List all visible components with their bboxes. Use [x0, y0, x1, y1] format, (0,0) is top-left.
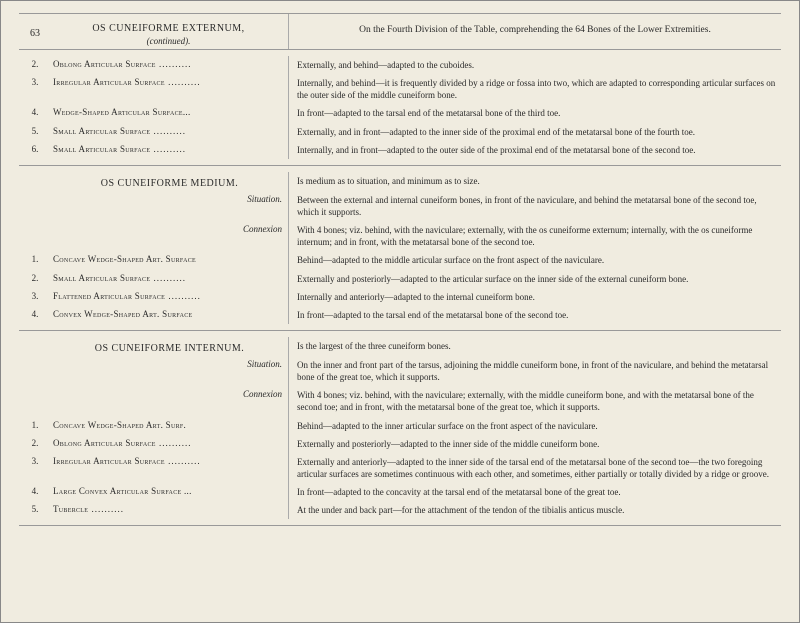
row-desc: In front—adapted to the tarsal end of th… — [289, 104, 781, 122]
page: 63 OS CUNEIFORME EXTERNUM, (continued). … — [0, 0, 800, 623]
table-row: 1. Concave Wedge-Shaped Art. Surf. Behin… — [19, 417, 781, 435]
row-desc: Externally and posteriorly—adapted to th… — [289, 270, 781, 288]
table-row: 3. Flattened Articular Surface Internall… — [19, 288, 781, 306]
header-row: 63 OS CUNEIFORME EXTERNUM, (continued). … — [19, 13, 781, 50]
row-label: Oblong Articular Surface — [51, 56, 289, 74]
table-row: 5. Tubercle At the under and back part—f… — [19, 501, 781, 519]
section-title-row: OS CUNEIFORME MEDIUM. Is medium as to si… — [19, 172, 781, 191]
section-3: OS CUNEIFORME INTERNUM. Is the largest o… — [19, 331, 781, 526]
row-num: 5. — [19, 501, 51, 519]
section-title-row: OS CUNEIFORME INTERNUM. Is the largest o… — [19, 337, 781, 356]
situation-text2: Between the external and internal cuneif… — [289, 191, 781, 221]
row-num: 5. — [19, 123, 51, 141]
row-desc: Behind—adapted to the inner articular su… — [289, 417, 781, 435]
situation-text2: On the inner and front part of the tarsu… — [289, 356, 781, 386]
row-label: Small Articular Surface — [51, 141, 289, 159]
row-desc: Internally and anteriorly—adapted to the… — [289, 288, 781, 306]
row-desc: Internally, and behind—it is frequently … — [289, 74, 781, 104]
row-num: 3. — [19, 74, 51, 104]
section-title: OS CUNEIFORME MEDIUM. — [51, 172, 289, 191]
row-num: 3. — [19, 288, 51, 306]
connexion-label: Connexion — [51, 386, 289, 416]
section-1: 2. Oblong Articular Surface Externally, … — [19, 50, 781, 166]
row-label: Oblong Articular Surface — [51, 435, 289, 453]
table-row: 4. Convex Wedge-Shaped Art. Surface In f… — [19, 306, 781, 324]
situation-row: Situation. Between the external and inte… — [19, 191, 781, 221]
row-num: 2. — [19, 56, 51, 74]
row-label: Concave Wedge-Shaped Art. Surface — [51, 251, 289, 269]
situation-row: Situation. On the inner and front part o… — [19, 356, 781, 386]
header-sub: (continued). — [53, 36, 284, 46]
row-num: 1. — [19, 251, 51, 269]
page-number: 63 — [19, 14, 51, 49]
row-num: 2. — [19, 270, 51, 288]
row-desc: Internally, and in front—adapted to the … — [289, 141, 781, 159]
row-label: Large Convex Articular Surface ... — [51, 483, 289, 501]
row-label: Small Articular Surface — [51, 123, 289, 141]
section-2: OS CUNEIFORME MEDIUM. Is medium as to si… — [19, 166, 781, 331]
row-label: Wedge-Shaped Articular Surface... — [51, 104, 289, 122]
header-title: OS CUNEIFORME EXTERNUM, — [53, 17, 284, 36]
table-row: 3. Irregular Articular Surface Externall… — [19, 453, 781, 483]
row-num: 3. — [19, 453, 51, 483]
section-title: OS CUNEIFORME INTERNUM. — [51, 337, 289, 356]
table-row: 2. Oblong Articular Surface Externally, … — [19, 56, 781, 74]
row-desc: Externally, and in front—adapted to the … — [289, 123, 781, 141]
row-desc: Externally, and behind—adapted to the cu… — [289, 56, 781, 74]
situation-text: Is medium as to situation, and minimum a… — [289, 172, 781, 191]
table-row: 2. Oblong Articular Surface Externally a… — [19, 435, 781, 453]
table-row: 2. Small Articular Surface Externally an… — [19, 270, 781, 288]
row-num: 4. — [19, 306, 51, 324]
table-row: 1. Concave Wedge-Shaped Art. Surface Beh… — [19, 251, 781, 269]
header-left: OS CUNEIFORME EXTERNUM, (continued). — [51, 14, 289, 49]
situation-label: Situation. — [51, 191, 289, 221]
row-desc: Behind—adapted to the middle articular s… — [289, 251, 781, 269]
row-desc: Externally and posteriorly—adapted to th… — [289, 435, 781, 453]
situation-label: Situation. — [51, 356, 289, 386]
connexion-row: Connexion With 4 bones; viz. behind, wit… — [19, 386, 781, 416]
row-label: Small Articular Surface — [51, 270, 289, 288]
row-num: 6. — [19, 141, 51, 159]
connexion-label: Connexion — [51, 221, 289, 251]
table-row: 3. Irregular Articular Surface Internall… — [19, 74, 781, 104]
connexion-text: With 4 bones; viz. behind, with the navi… — [289, 386, 781, 416]
row-desc: In front—adapted to the concavity at the… — [289, 483, 781, 501]
connexion-text: With 4 bones; viz. behind, with the navi… — [289, 221, 781, 251]
row-num: 4. — [19, 104, 51, 122]
table-row: 6. Small Articular Surface Internally, a… — [19, 141, 781, 159]
row-desc: In front—adapted to the tarsal end of th… — [289, 306, 781, 324]
row-desc: At the under and back part—for the attac… — [289, 501, 781, 519]
situation-text: Is the largest of the three cuneiform bo… — [289, 337, 781, 356]
row-label: Tubercle — [51, 501, 289, 519]
row-label: Convex Wedge-Shaped Art. Surface — [51, 306, 289, 324]
table-row: 5. Small Articular Surface Externally, a… — [19, 123, 781, 141]
row-desc: Externally and anteriorly—adapted to the… — [289, 453, 781, 483]
row-num: 2. — [19, 435, 51, 453]
table-row: 4. Wedge-Shaped Articular Surface... In … — [19, 104, 781, 122]
row-label: Flattened Articular Surface — [51, 288, 289, 306]
header-right: On the Fourth Division of the Table, com… — [289, 14, 781, 49]
row-num: 1. — [19, 417, 51, 435]
row-num: 4. — [19, 483, 51, 501]
row-label: Irregular Articular Surface — [51, 74, 289, 104]
connexion-row: Connexion With 4 bones; viz. behind, wit… — [19, 221, 781, 251]
row-label: Concave Wedge-Shaped Art. Surf. — [51, 417, 289, 435]
row-label: Irregular Articular Surface — [51, 453, 289, 483]
table-row: 4. Large Convex Articular Surface ... In… — [19, 483, 781, 501]
